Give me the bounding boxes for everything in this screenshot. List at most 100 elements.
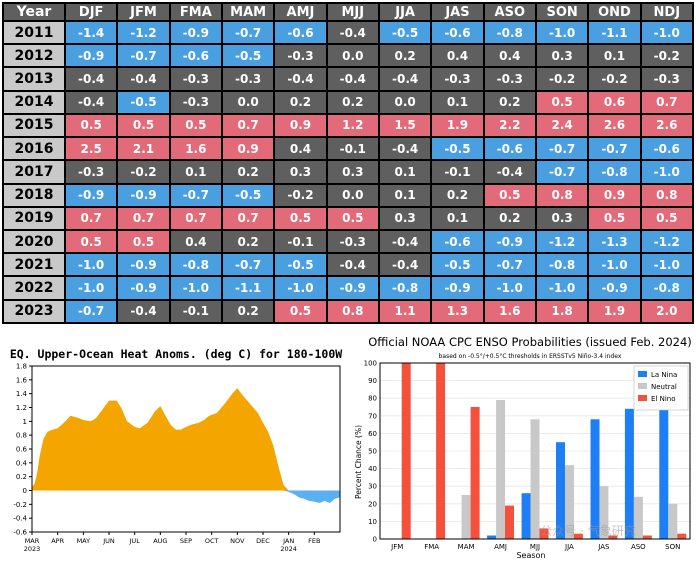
prob-legend: La Nina Neutral El Nino	[633, 365, 689, 411]
oni-table-body: 2011 -1.4 -1.2 -0.9 -0.7 -0.6 -0.4 -0.5 -0.6 -0.8…	[2, 19, 695, 325]
oni-value-cell: -0.3	[168, 89, 223, 115]
oni-year-cell: 2020	[2, 228, 66, 255]
heat-y-tick-label: 0.2	[16, 473, 27, 481]
oni-value-cell: -0.8	[482, 19, 537, 46]
oni-row-2014: 2014 -0.4 -0.5 -0.3 0.0 0.2 0.2 0.0 0.1 0.2 0.5 0.6…	[2, 89, 695, 115]
oni-value-cell: -1.0	[534, 19, 590, 46]
oni-value-cell: 0.2	[220, 228, 276, 255]
oni-year-cell: 2017	[2, 159, 66, 185]
oni-value-cell: 2.5	[63, 136, 119, 162]
oni-value-cell: 1.6	[482, 298, 537, 325]
oni-year-cell: 2011	[2, 19, 66, 46]
oni-value-cell: 0.5	[116, 112, 171, 139]
oni-value-cell: -0.9	[325, 275, 380, 301]
heat-x-tick-label: APR	[51, 537, 64, 545]
prob-legend-label: La Nina	[651, 371, 677, 379]
oni-value-cell: 0.2	[325, 89, 380, 115]
oni-value-cell: -0.4	[377, 136, 433, 162]
oni-header-son: SON	[534, 2, 590, 22]
heat-y-tick-label: -0.6	[13, 529, 27, 537]
oni-value-cell: 2.6	[639, 112, 695, 139]
oni-header-aso: ASO	[482, 2, 537, 22]
oni-value-cell: 0.0	[325, 43, 380, 69]
prob-y-tick-label: 80	[368, 395, 377, 403]
oni-year-cell: 2013	[2, 66, 66, 92]
oni-value-cell: -0.7	[220, 19, 276, 46]
prob-y-tick-label: 70	[368, 412, 377, 420]
oni-year-cell: 2019	[2, 205, 66, 231]
oni-value-cell: 2.0	[639, 298, 695, 325]
prob-bar-neutral	[668, 503, 678, 539]
oni-value-cell: -0.4	[325, 19, 380, 46]
oni-row-2021: 2021 -1.0 -0.9 -0.8 -0.7 -0.5 -0.4 -0.4 -0.5 -0.7…	[2, 252, 695, 278]
prob-x-tick-label: MJJ	[530, 543, 540, 551]
oni-value-cell: -1.0	[63, 275, 119, 301]
oni-value-cell: -1.0	[63, 252, 119, 278]
oni-value-cell: -0.4	[377, 228, 433, 255]
oni-value-cell: -1.0	[639, 159, 695, 185]
oni-value-cell: -1.0	[273, 275, 328, 301]
oni-value-cell: 0.7	[639, 89, 695, 115]
oni-value-cell: 0.1	[587, 43, 642, 69]
oni-value-cell: 2.4	[534, 112, 590, 139]
oni-value-cell: 0.4	[482, 43, 537, 69]
oni-row-2018: 2018 -0.9 -0.9 -0.7 -0.5 -0.2 0.0 0.1 0.2 0.5 0.8 0…	[2, 182, 695, 208]
prob-y-tick-label: 50	[368, 448, 377, 456]
oni-value-cell: -0.9	[430, 275, 485, 301]
prob-bar-el-nino	[401, 363, 411, 539]
oni-value-cell: -0.3	[482, 66, 537, 92]
oni-value-cell: 0.3	[534, 43, 590, 69]
oni-value-cell: 0.4	[430, 43, 485, 69]
oni-value-cell: 0.7	[63, 205, 119, 231]
prob-bar-neutral	[633, 496, 643, 539]
oni-value-cell: -1.0	[534, 275, 590, 301]
heat-x-tick-label: OCT	[205, 537, 219, 545]
oni-year-cell: 2016	[2, 136, 66, 162]
oni-value-cell: -0.4	[273, 66, 328, 92]
prob-legend-label: Neutral	[651, 383, 677, 391]
oni-value-cell: -0.9	[482, 228, 537, 255]
oni-value-cell: -1.1	[587, 19, 642, 46]
oni-value-cell: -1.0	[639, 19, 695, 46]
prob-bar-el-nino	[642, 535, 652, 539]
oni-value-cell: 0.2	[377, 43, 433, 69]
oni-value-cell: -0.4	[377, 252, 433, 278]
prob-bar-la-nina	[556, 442, 565, 539]
oni-value-cell: -0.1	[273, 228, 328, 255]
oni-year-cell: 2018	[2, 182, 66, 208]
prob-x-tick-label: MAM	[458, 543, 475, 551]
prob-x-axis-label: Season	[516, 551, 545, 560]
oni-header-ndj: NDJ	[639, 2, 695, 22]
oni-value-cell: -0.3	[63, 159, 119, 185]
prob-legend-swatch	[638, 371, 647, 377]
heat-y-tick-label: -0.4	[13, 515, 27, 523]
prob-x-tick-label: JFM	[390, 543, 403, 551]
oni-value-cell: -1.3	[587, 228, 642, 255]
oni-value-cell: -0.9	[63, 182, 119, 208]
oni-value-cell: 0.9	[587, 182, 642, 208]
prob-bar-el-nino	[436, 363, 446, 539]
oni-value-cell: 0.9	[220, 136, 276, 162]
oni-value-cell: -0.4	[325, 252, 380, 278]
prob-y-tick-label: 100	[364, 360, 377, 368]
prob-x-tick-label: AMJ	[494, 543, 507, 551]
oni-value-cell: -0.7	[116, 43, 171, 69]
prob-y-tick-label: 40	[368, 465, 377, 473]
oni-value-cell: 0.8	[639, 182, 695, 208]
oni-value-cell: -0.6	[168, 43, 223, 69]
prob-legend-swatch	[638, 395, 647, 401]
heat-x-tick-label: 2023	[24, 545, 41, 553]
oni-value-cell: -0.4	[377, 66, 433, 92]
heat-x-tick-label: DEC	[256, 537, 270, 545]
oni-row-2022: 2022 -1.0 -0.9 -1.0 -1.1 -1.0 -0.9 -0.8 -0.9 -1.0…	[2, 275, 695, 301]
oni-value-cell: -0.1	[325, 136, 380, 162]
heat-chart-title: EQ. Upper-Ocean Heat Anoms. (deg C) for …	[10, 347, 342, 361]
oni-value-cell: -0.2	[587, 66, 642, 92]
oni-value-cell: 0.3	[273, 159, 328, 185]
oni-value-cell: -0.4	[116, 66, 171, 92]
oni-value-cell: 0.7	[220, 112, 276, 139]
oni-value-cell: 2.1	[116, 136, 171, 162]
oni-value-cell: 2.2	[482, 112, 537, 139]
oni-value-cell: 1.2	[325, 112, 380, 139]
oni-value-cell: 0.5	[273, 205, 328, 231]
